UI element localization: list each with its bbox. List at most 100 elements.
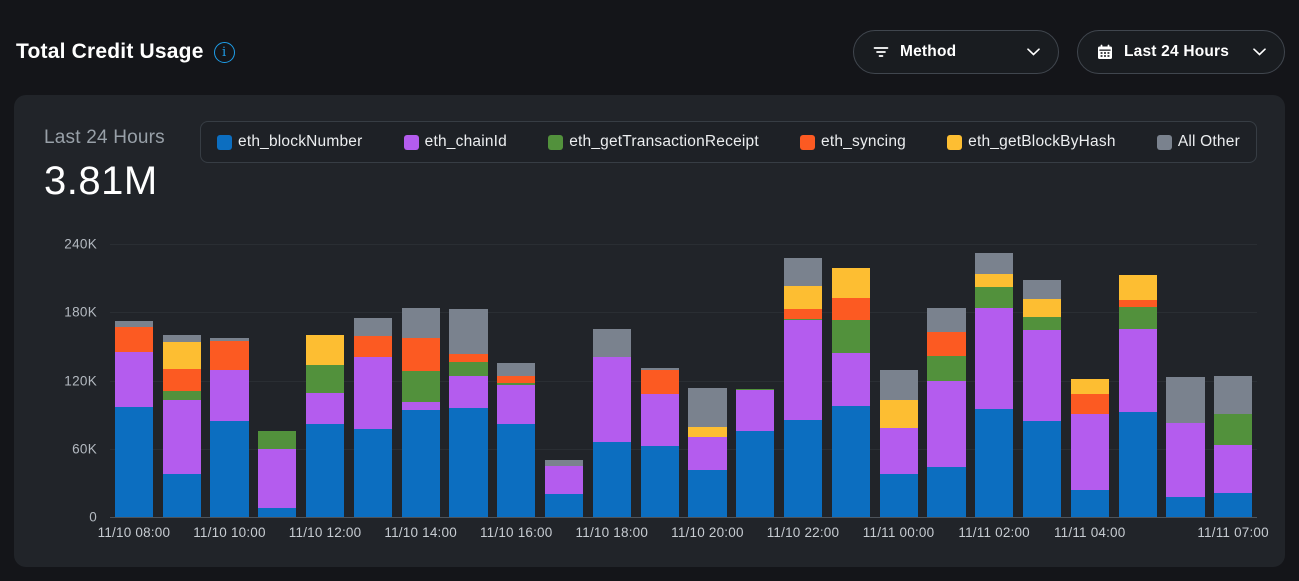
bar-segment (162, 335, 201, 342)
bar-segment (162, 341, 201, 370)
bar-slot (349, 244, 397, 517)
stacked-bar-11-11-00-00[interactable] (879, 370, 918, 517)
bar-segment (640, 368, 679, 371)
stacked-bar-11-10-09-00[interactable] (162, 335, 201, 517)
bar-segment (305, 393, 345, 424)
bar-slot (970, 244, 1018, 517)
stacked-bar-11-10-08-00[interactable] (114, 321, 154, 517)
stacked-bar-11-10-19-00[interactable] (640, 368, 679, 517)
stacked-bar-11-11-03-00[interactable] (1022, 280, 1062, 517)
bar-segment (162, 390, 201, 400)
stacked-bar-11-10-12-00[interactable] (305, 335, 345, 517)
bar-segment (114, 321, 154, 328)
stacked-bar-11-10-14-00[interactable] (401, 307, 440, 517)
bar-segment (975, 273, 1014, 288)
stacked-bar-11-10-20-00[interactable] (688, 388, 727, 517)
bar-segment (1118, 274, 1157, 300)
legend-swatch (548, 134, 564, 150)
stacked-bar-11-11-02-00[interactable] (975, 253, 1014, 517)
x-tick-label: 11/10 16:00 (479, 525, 553, 540)
info-icon[interactable]: i (213, 41, 235, 63)
bar-segment (592, 329, 631, 357)
bar-segment (927, 307, 966, 332)
bar-slot (1114, 244, 1162, 517)
bar-segment (783, 257, 823, 287)
bar-segment (1166, 377, 1205, 423)
legend-label: eth_getTransactionReceipt (569, 133, 759, 150)
bar-segment (975, 307, 1014, 409)
title-wrap: Total Credit Usage i (16, 40, 235, 64)
bar-segment (927, 355, 966, 381)
bar-slot (875, 244, 923, 517)
bar-segment (544, 494, 584, 517)
stacked-bar-11-10-13-00[interactable] (353, 317, 392, 517)
bar-segment (640, 370, 679, 395)
stacked-bar-11-10-15-00[interactable] (449, 308, 488, 517)
gridline (110, 380, 1257, 382)
bar-segment (210, 340, 249, 371)
panel-top: Last 24 Hours 3.81M eth_blockNumber eth_c… (44, 121, 1257, 204)
bar-segment (1118, 299, 1157, 307)
method-filter-button[interactable]: Method (853, 30, 1059, 74)
stacked-bar-11-10-18-00[interactable] (592, 329, 631, 517)
bar-segment (497, 385, 536, 424)
bar-segment (114, 352, 154, 407)
bar-segment (1214, 493, 1253, 517)
legend-item-eth-gettransactionreceipt[interactable]: eth_getTransactionReceipt (548, 133, 759, 151)
bar-slot (397, 244, 445, 517)
legend-item-eth-chainid[interactable]: eth_chainId (403, 133, 507, 151)
chart: 240K 180K 120K 60K 0 11/10 08:00 11/10 10:00 1… (44, 237, 1268, 549)
stacked-bar-11-10-22-00[interactable] (783, 257, 823, 517)
stacked-bar-11-10-17-00[interactable] (544, 460, 584, 517)
y-tick-label: 240K (64, 236, 97, 252)
legend-swatch (947, 134, 963, 150)
legend-label: eth_getBlockByHash (968, 133, 1116, 150)
bar-segment (783, 286, 823, 309)
legend-item-eth-getblockbyhash[interactable]: eth_getBlockByHash (947, 133, 1116, 151)
bar-segment (927, 331, 966, 356)
bar-segment (640, 446, 679, 517)
bar-slot (301, 244, 349, 517)
bar-segment (688, 470, 727, 517)
stacked-bar-11-10-16-00[interactable] (497, 363, 536, 517)
bar-segment (449, 354, 488, 363)
bar-segment (927, 466, 966, 517)
bar-segment (783, 420, 823, 517)
bar-segment (1022, 316, 1062, 331)
time-range-button[interactable]: Last 24 Hours (1077, 30, 1285, 74)
bar-segment (1022, 298, 1062, 317)
bar-segment (783, 320, 823, 421)
bar-segment (1214, 413, 1253, 446)
stacked-bar-11-11-01-00[interactable] (927, 307, 966, 517)
stacked-bar-11-11-07-00[interactable] (1214, 375, 1253, 517)
bar-slot (1066, 244, 1114, 517)
x-tick-label: 11/10 18:00 (575, 525, 649, 540)
bar-segment (401, 402, 440, 411)
stacked-bar-11-10-21-00[interactable] (736, 388, 775, 517)
bar-segment (736, 389, 775, 431)
legend-label: eth_blockNumber (238, 133, 363, 150)
calendar-icon (1096, 43, 1114, 61)
bar-segment (592, 356, 631, 442)
stacked-bar-11-10-10-00[interactable] (210, 338, 249, 517)
bar-slot (492, 244, 540, 517)
usage-summary: Last 24 Hours 3.81M (44, 121, 196, 204)
bar-segment (975, 408, 1014, 517)
stacked-bar-11-11-05-00[interactable] (1118, 274, 1157, 517)
legend-item-eth-syncing[interactable]: eth_syncing (800, 133, 906, 151)
y-tick-label: 180K (64, 304, 97, 320)
plot-area (110, 244, 1257, 518)
bar-segment (1022, 421, 1062, 517)
bar-segment (544, 465, 584, 495)
legend-item-all-other[interactable]: All Other (1156, 133, 1240, 151)
stacked-bar-11-11-04-00[interactable] (1070, 379, 1109, 517)
stacked-bar-11-10-11-00[interactable] (258, 430, 297, 517)
stacked-bar-11-11-06-00[interactable] (1166, 377, 1205, 517)
bar-segment (1166, 496, 1205, 517)
legend-item-eth-blocknumber[interactable]: eth_blockNumber (217, 133, 362, 151)
bar-segment (879, 399, 918, 429)
bar-slot (827, 244, 875, 517)
stacked-bar-11-10-23-00[interactable] (831, 267, 870, 517)
bar-segment (544, 460, 584, 466)
bars-container (110, 244, 1257, 517)
